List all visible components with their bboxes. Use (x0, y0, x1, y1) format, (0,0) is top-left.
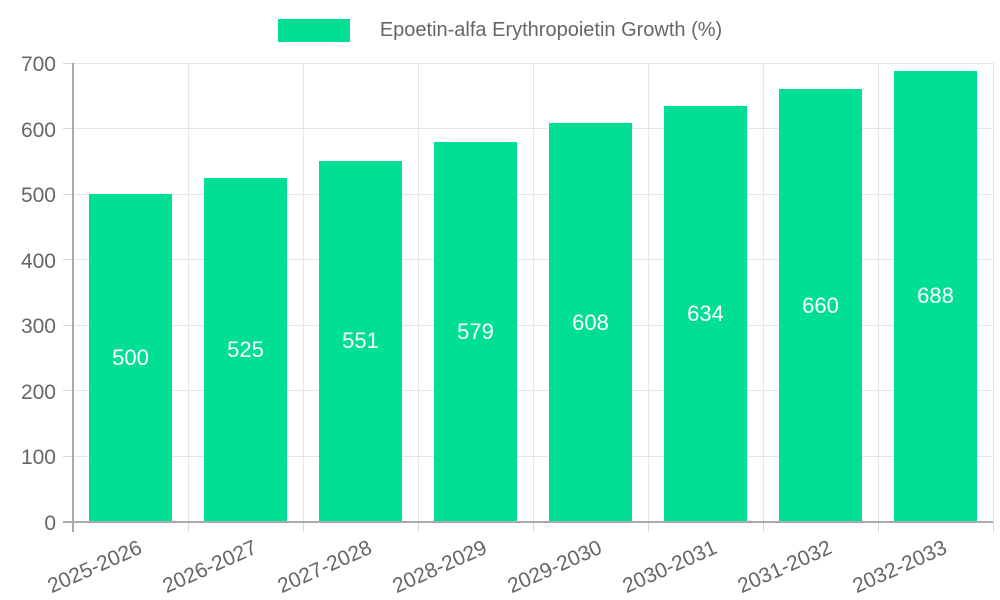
x-axis-tick-label: 2028-2029 (389, 536, 491, 598)
bar-value-label: 551 (342, 328, 379, 354)
y-axis-tick-label: 300 (20, 315, 56, 339)
y-axis-tick-label: 600 (20, 118, 56, 142)
x-axis-tick-label: 2031-2032 (734, 536, 836, 598)
y-axis-line (72, 63, 74, 532)
bar-2027-2028[interactable] (319, 160, 402, 522)
bar-2025-2026[interactable] (89, 194, 172, 522)
bar-value-label: 500 (112, 345, 149, 371)
x-axis-tick-label: 2027-2028 (274, 536, 376, 598)
y-axis-tick-label: 500 (20, 184, 56, 208)
y-axis-tick-label: 700 (20, 53, 56, 76)
bar-value-label: 660 (802, 292, 839, 318)
bar-2031-2032[interactable] (779, 89, 862, 522)
v-gridline (647, 63, 649, 522)
x-axis-tick-label: 2029-2030 (504, 536, 606, 598)
x-axis-tick (532, 522, 534, 532)
y-axis-tick (63, 390, 73, 392)
bar-2029-2030[interactable] (549, 123, 632, 522)
x-axis-tick-label: 2025-2026 (44, 536, 146, 598)
bar-2026-2027[interactable] (204, 177, 287, 522)
y-axis-tick (63, 324, 73, 326)
x-axis-tick (302, 522, 304, 532)
v-gridline (302, 63, 304, 522)
bar-value-label: 634 (687, 301, 724, 327)
v-gridline (417, 63, 419, 522)
v-gridline (532, 63, 534, 522)
y-axis-tick (63, 193, 73, 195)
x-axis-tick-label: 2032-2033 (849, 536, 951, 598)
bar-2028-2029[interactable] (434, 142, 517, 522)
x-axis-tick-label: 2026-2027 (159, 536, 261, 598)
v-gridline (187, 63, 189, 522)
v-gridline (877, 63, 879, 522)
x-axis-tick (762, 522, 764, 532)
y-axis-tick-label: 100 (20, 446, 56, 470)
bar-2030-2031[interactable] (664, 106, 747, 522)
bar-value-label: 579 (457, 319, 494, 345)
y-axis-tick-label: 400 (20, 249, 56, 273)
x-axis-tick (417, 522, 419, 532)
y-axis-tick-label: 200 (20, 380, 56, 404)
x-axis-line (63, 521, 993, 523)
legend-swatch-icon (277, 18, 350, 42)
v-gridline (762, 63, 764, 522)
bar-value-label: 525 (227, 336, 264, 362)
y-axis-tick (63, 455, 73, 457)
y-axis-tick (63, 128, 73, 130)
x-axis-tick (647, 522, 649, 532)
bar-value-label: 608 (572, 309, 609, 335)
y-axis-tick-label: 0 (44, 512, 56, 535)
x-axis-tick (187, 522, 189, 532)
x-axis-tick-label: 2030-2031 (619, 536, 721, 598)
bar-2032-2033[interactable] (894, 70, 977, 522)
v-gridline (992, 63, 994, 522)
x-axis-tick (877, 522, 879, 532)
y-axis-tick (63, 259, 73, 261)
x-axis-tick (992, 522, 994, 532)
y-axis-tick (63, 62, 73, 64)
legend-label: Epoetin-alfa Erythropoietin Growth (%) (379, 19, 723, 41)
bar-value-label: 688 (917, 283, 954, 309)
chart-legend[interactable]: Epoetin-alfa Erythropoietin Growth (%) (0, 18, 1000, 42)
